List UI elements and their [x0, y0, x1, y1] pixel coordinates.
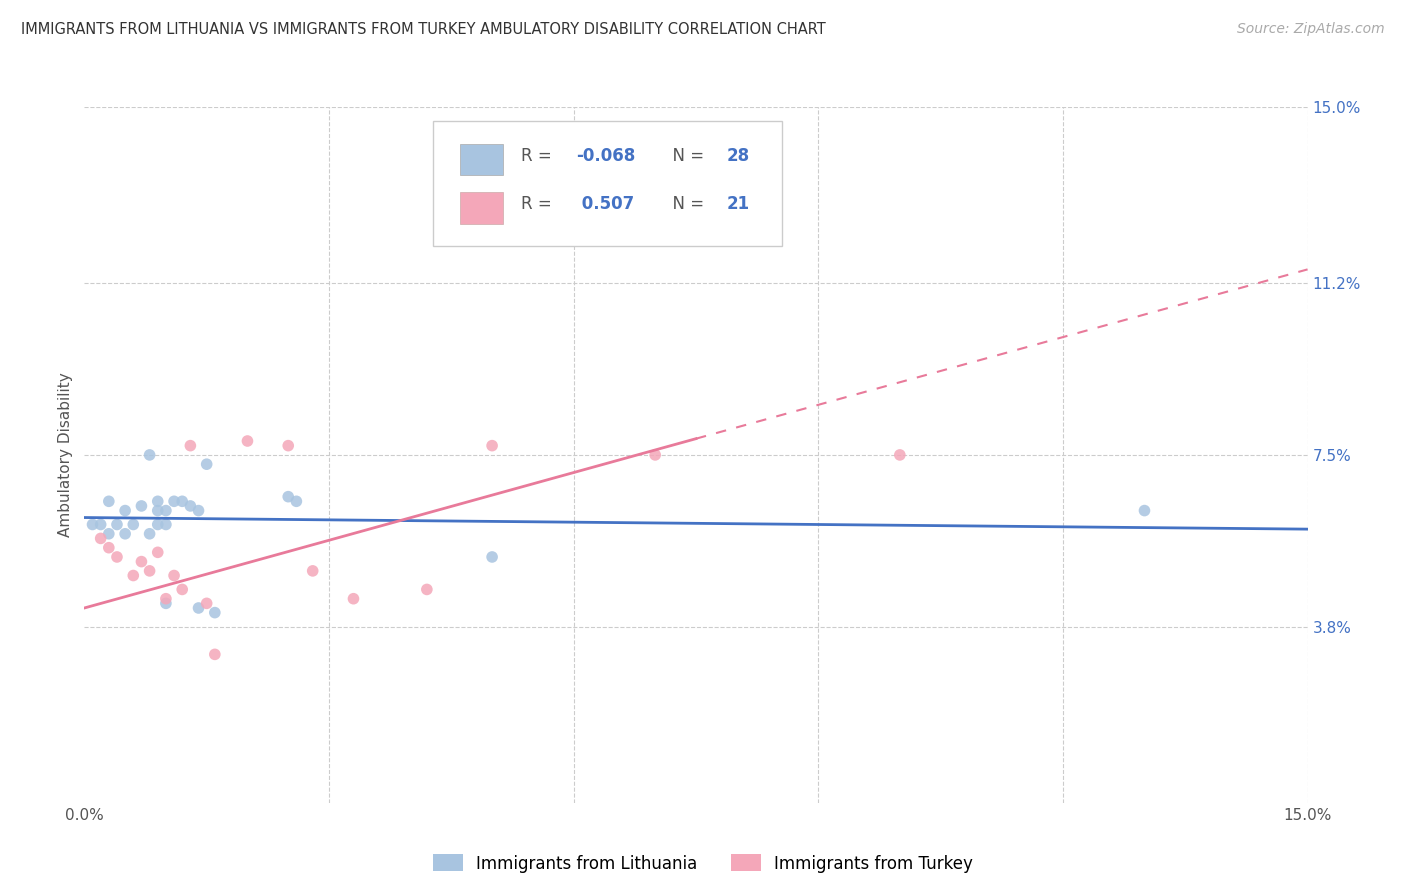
Point [301, 564, 323, 578]
Point [105, 517, 128, 532]
Point [146, 503, 169, 517]
Point [195, 457, 218, 471]
Point [114, 526, 136, 541]
Legend: Immigrants from Lithuania, Immigrants from Turkey: Immigrants from Lithuania, Immigrants fr… [426, 847, 980, 880]
Point [644, 448, 666, 462]
Point [179, 439, 201, 453]
Point [97, 494, 120, 508]
Point [131, 555, 153, 569]
Point [97, 526, 120, 541]
Point [146, 494, 169, 508]
Point [155, 596, 177, 610]
Point [285, 494, 308, 508]
Point [131, 499, 153, 513]
Point [146, 545, 169, 559]
Point [138, 564, 160, 578]
Text: IMMIGRANTS FROM LITHUANIA VS IMMIGRANTS FROM TURKEY AMBULATORY DISABILITY CORREL: IMMIGRANTS FROM LITHUANIA VS IMMIGRANTS … [21, 22, 825, 37]
Point [187, 601, 209, 615]
Point [138, 526, 160, 541]
Point [97, 541, 120, 555]
Text: N =: N = [662, 147, 709, 165]
Point [204, 606, 226, 620]
Point [889, 448, 911, 462]
Point [105, 549, 128, 564]
Point [236, 434, 259, 448]
Point [195, 596, 218, 610]
Point [163, 494, 186, 508]
Text: R =: R = [522, 147, 557, 165]
Point [172, 494, 194, 508]
Point [187, 503, 209, 517]
Point [342, 591, 364, 606]
Point [277, 439, 299, 453]
Text: Source: ZipAtlas.com: Source: ZipAtlas.com [1237, 22, 1385, 37]
FancyBboxPatch shape [460, 193, 503, 224]
Text: 0.507: 0.507 [576, 195, 634, 213]
FancyBboxPatch shape [433, 121, 782, 246]
Text: 28: 28 [727, 147, 749, 165]
Point [481, 439, 503, 453]
Point [122, 517, 145, 532]
Y-axis label: Ambulatory Disability: Ambulatory Disability [58, 373, 73, 537]
Point [155, 503, 177, 517]
Point [155, 591, 177, 606]
Text: N =: N = [662, 195, 709, 213]
Point [163, 568, 186, 582]
Point [204, 648, 226, 662]
Text: -0.068: -0.068 [576, 147, 636, 165]
Text: 21: 21 [727, 195, 749, 213]
Point [90, 517, 112, 532]
Point [114, 503, 136, 517]
Point [146, 517, 169, 532]
Point [481, 549, 503, 564]
Point [138, 448, 160, 462]
Point [82, 517, 104, 532]
Point [172, 582, 194, 597]
Text: R =: R = [522, 195, 557, 213]
Point [122, 568, 145, 582]
Point [155, 517, 177, 532]
Point [277, 490, 299, 504]
Point [1133, 503, 1156, 517]
Point [416, 582, 439, 597]
Point [179, 499, 201, 513]
FancyBboxPatch shape [460, 144, 503, 175]
Point [90, 532, 112, 546]
